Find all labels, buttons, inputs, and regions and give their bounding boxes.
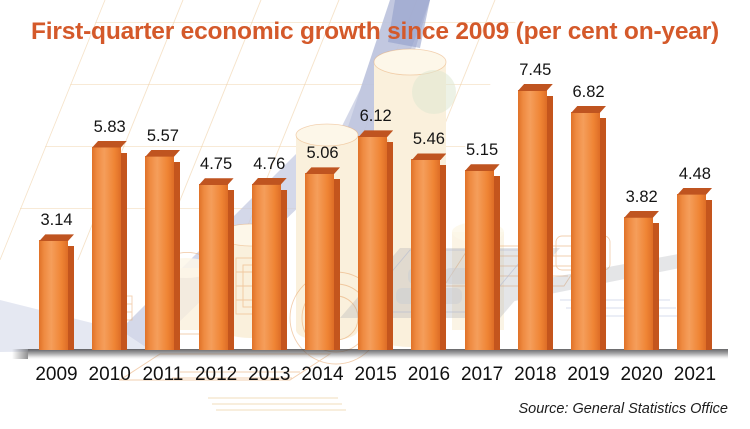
bar-group: 3.82 2020 xyxy=(615,188,668,385)
bar-value-label: 3.82 xyxy=(625,187,658,206)
bar-top-cap xyxy=(198,178,234,186)
bar[interactable] xyxy=(411,153,447,350)
bar-front-face xyxy=(571,111,600,350)
bar-group: 4.76 2013 xyxy=(243,155,296,385)
bar-value-label: 4.48 xyxy=(678,164,711,183)
bar-top-cap xyxy=(39,234,74,242)
bar-group: 4.75 2012 xyxy=(190,155,243,385)
bar-group: 4.48 2021 xyxy=(668,165,721,385)
bar-front-face xyxy=(92,146,122,350)
bar-value-label: 4.76 xyxy=(253,154,286,173)
x-axis-tick-label: 2011 xyxy=(142,364,184,385)
x-axis-tick-label: 2017 xyxy=(460,364,504,385)
bar-value-label: 5.83 xyxy=(93,117,126,136)
bar[interactable] xyxy=(39,234,74,350)
bar-top-cap xyxy=(411,153,447,161)
bar-value-label: 7.45 xyxy=(519,61,552,79)
x-axis-tick-label: 2009 xyxy=(35,364,78,385)
bar-group: 5.83 2010 xyxy=(83,118,136,385)
bar-front-face xyxy=(464,170,494,350)
bar-top-cap xyxy=(571,105,606,113)
x-axis-tick-label: 2013 xyxy=(248,364,291,385)
bar-front-face xyxy=(39,240,68,350)
bar-front-face xyxy=(145,155,175,350)
bar[interactable] xyxy=(305,167,340,350)
bar-front-face xyxy=(358,136,388,350)
bar-group: 7.45 2018 xyxy=(509,61,562,385)
x-axis-tick-label: 2014 xyxy=(301,364,344,385)
bar-value-label: 3.14 xyxy=(40,211,73,230)
bar-front-face xyxy=(624,216,654,350)
x-axis-tick-label: 2012 xyxy=(194,364,238,385)
bar[interactable] xyxy=(571,105,606,350)
bar[interactable] xyxy=(624,210,660,350)
bar-top-cap xyxy=(517,84,553,91)
bar-front-face xyxy=(198,184,228,350)
bar[interactable] xyxy=(251,177,287,350)
bar[interactable] xyxy=(92,140,128,350)
bar-top-cap xyxy=(92,140,128,148)
bar[interactable] xyxy=(517,84,553,350)
bar-side-face xyxy=(546,96,553,350)
x-axis-tick-label: 2010 xyxy=(88,364,131,385)
bar-side-face xyxy=(68,246,74,350)
bar-value-label: 6.82 xyxy=(572,82,605,101)
bar-value-label: 5.06 xyxy=(306,144,339,163)
x-axis-tick-label: 2016 xyxy=(407,364,451,385)
bar-side-face xyxy=(706,199,713,350)
bar-side-face xyxy=(280,189,287,350)
bar-front-face xyxy=(411,159,441,350)
x-axis-tick-label: 2020 xyxy=(620,364,663,385)
x-axis-tick-label: 2021 xyxy=(673,364,717,385)
bar-value-label: 6.12 xyxy=(359,107,392,126)
bar-top-cap xyxy=(677,187,713,195)
bar-top-cap xyxy=(358,130,394,138)
bar-top-cap xyxy=(624,210,660,218)
bar[interactable] xyxy=(358,130,394,350)
bar-group: 5.57 2011 xyxy=(136,127,189,385)
bar-side-face xyxy=(174,161,181,350)
bar-side-face xyxy=(227,190,234,350)
bar-group: 5.46 2016 xyxy=(402,130,455,385)
bar-top-cap xyxy=(251,177,287,185)
x-axis-tick-label: 2018 xyxy=(514,364,557,385)
bar-group: 6.82 2019 xyxy=(562,83,615,385)
bar-group: 5.15 2017 xyxy=(456,141,509,385)
bar-group: 5.06 2014 xyxy=(296,144,349,385)
bar-front-face xyxy=(677,193,707,350)
bar-value-label: 5.15 xyxy=(466,141,499,160)
bar-side-face xyxy=(440,165,447,350)
bar-front-face xyxy=(251,183,281,350)
bar-side-face xyxy=(334,179,340,350)
bar[interactable] xyxy=(145,149,181,350)
bar-side-face xyxy=(121,152,128,350)
bar-top-cap xyxy=(464,164,500,172)
x-axis-tick-label: 2015 xyxy=(354,364,397,385)
bar-side-face xyxy=(600,117,606,350)
bar-side-face xyxy=(387,142,394,350)
bar[interactable] xyxy=(677,187,713,350)
bar-side-face xyxy=(493,176,500,350)
source-note: Source: General Statistics Office xyxy=(518,401,728,417)
bar-front-face xyxy=(305,173,334,350)
bar-group: 3.14 2009 xyxy=(30,211,83,385)
bar-front-face xyxy=(517,90,547,350)
bar-top-cap xyxy=(145,149,181,157)
bar-value-label: 4.75 xyxy=(200,155,233,174)
bar-value-label: 5.57 xyxy=(146,126,179,145)
bar[interactable] xyxy=(464,164,500,350)
bar-top-cap xyxy=(305,167,340,175)
x-axis-tick-label: 2019 xyxy=(567,364,610,385)
bar-side-face xyxy=(653,222,660,350)
bar-group: 6.12 2015 xyxy=(349,107,402,385)
chart-title: First-quarter economic growth since 2009… xyxy=(31,18,719,45)
bar-value-label: 5.46 xyxy=(412,130,445,149)
bar[interactable] xyxy=(198,178,234,350)
